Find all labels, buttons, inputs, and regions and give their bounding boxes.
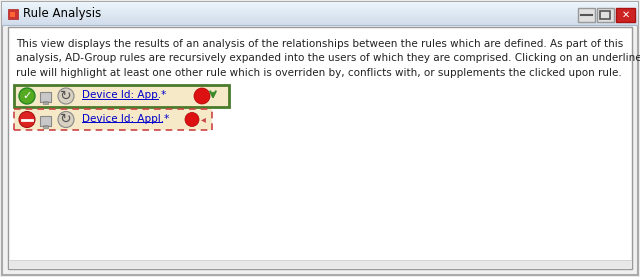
FancyBboxPatch shape (2, 18, 638, 19)
FancyBboxPatch shape (8, 27, 632, 269)
FancyBboxPatch shape (43, 101, 48, 104)
Text: ◂: ◂ (201, 114, 206, 124)
FancyBboxPatch shape (43, 124, 48, 127)
Text: Rule Analysis: Rule Analysis (23, 7, 101, 20)
Text: Device Id: Appl.*: Device Id: Appl.* (82, 114, 169, 124)
Circle shape (19, 88, 35, 104)
FancyBboxPatch shape (2, 10, 638, 11)
FancyBboxPatch shape (2, 15, 638, 16)
FancyBboxPatch shape (2, 11, 638, 12)
FancyBboxPatch shape (2, 8, 638, 9)
Text: ↻: ↻ (60, 112, 72, 126)
Circle shape (58, 88, 74, 104)
Circle shape (58, 112, 74, 127)
FancyBboxPatch shape (40, 116, 51, 125)
FancyBboxPatch shape (2, 2, 638, 275)
FancyBboxPatch shape (2, 6, 638, 8)
FancyBboxPatch shape (2, 21, 638, 23)
Text: This view displays the results of an analysis of the relationships between the r: This view displays the results of an ana… (16, 39, 640, 78)
FancyBboxPatch shape (2, 2, 638, 3)
FancyBboxPatch shape (2, 24, 638, 25)
Text: ✓: ✓ (22, 91, 32, 101)
FancyBboxPatch shape (2, 5, 638, 7)
FancyBboxPatch shape (14, 85, 229, 107)
FancyBboxPatch shape (2, 4, 638, 6)
Circle shape (185, 112, 199, 127)
FancyBboxPatch shape (2, 17, 638, 18)
FancyBboxPatch shape (10, 12, 15, 17)
FancyBboxPatch shape (578, 8, 595, 22)
FancyBboxPatch shape (2, 23, 638, 24)
FancyBboxPatch shape (2, 12, 638, 14)
FancyBboxPatch shape (2, 20, 638, 22)
Circle shape (19, 112, 35, 127)
Text: Device Id: App.*: Device Id: App.* (82, 91, 166, 101)
FancyBboxPatch shape (8, 9, 18, 19)
Circle shape (194, 88, 210, 104)
FancyBboxPatch shape (9, 260, 631, 268)
Text: ✕: ✕ (621, 10, 630, 20)
Text: ↻: ↻ (60, 88, 72, 102)
FancyBboxPatch shape (40, 92, 51, 102)
FancyBboxPatch shape (2, 16, 638, 17)
FancyBboxPatch shape (616, 8, 635, 22)
FancyBboxPatch shape (2, 9, 638, 10)
FancyBboxPatch shape (597, 8, 614, 22)
FancyBboxPatch shape (2, 13, 638, 15)
FancyBboxPatch shape (2, 19, 638, 20)
FancyBboxPatch shape (2, 3, 638, 4)
FancyBboxPatch shape (14, 109, 212, 130)
